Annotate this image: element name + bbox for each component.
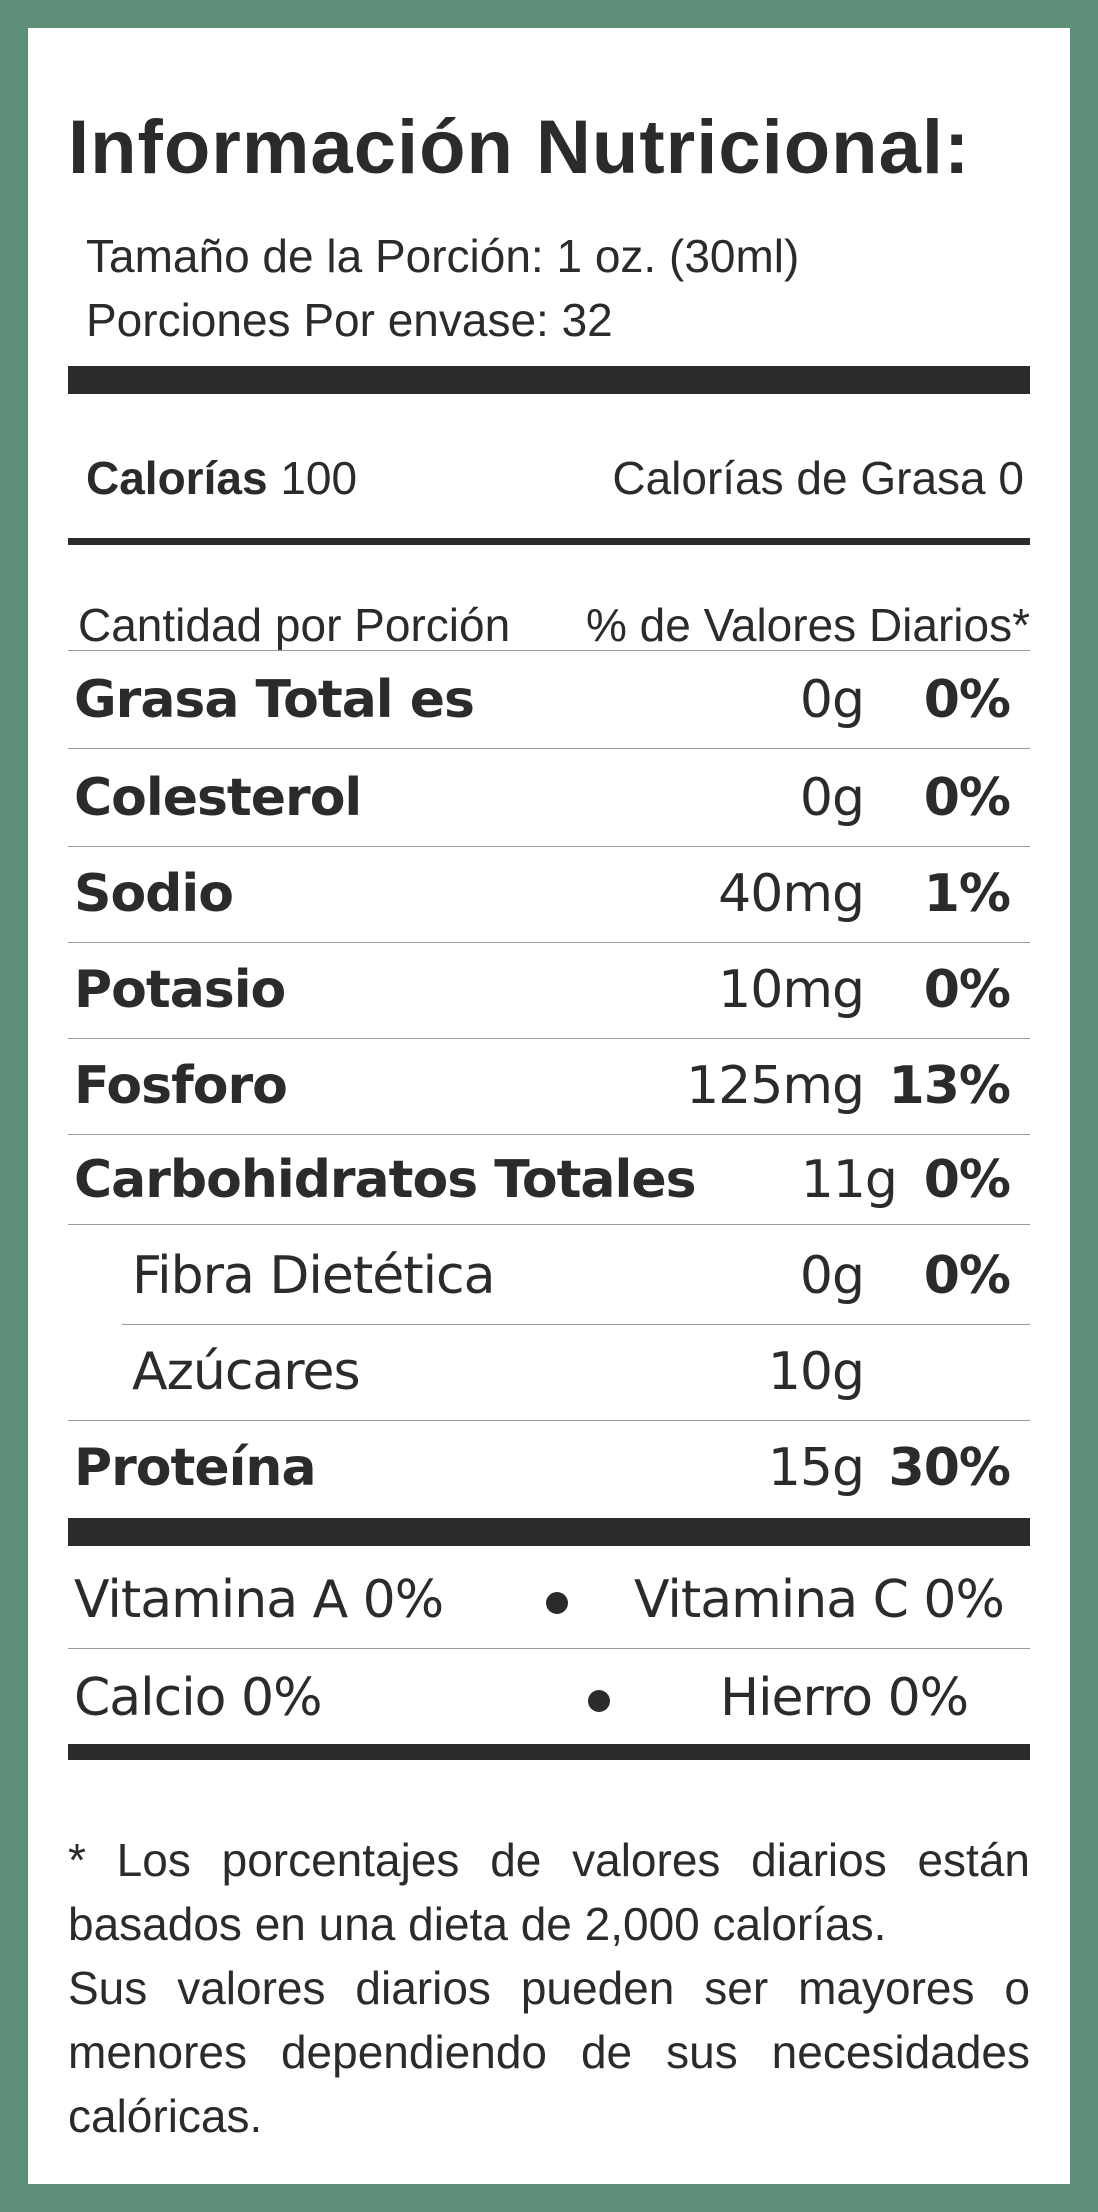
nutrient-name: Sodio <box>74 864 234 924</box>
nutrient-row-total-fat: Grasa Total es 0g 0% <box>68 652 1030 748</box>
nutrient-name: Fibra Dietética <box>132 1246 496 1306</box>
calories-row: Calorías 100 Calorías de Grasa 0 <box>68 448 1030 508</box>
vitamin-row-2: Calcio 0% Hierro 0% <box>68 1652 1030 1748</box>
calcium: Calcio 0% <box>74 1668 322 1728</box>
divider <box>68 748 1030 749</box>
calories-value: 100 <box>280 452 358 504</box>
vitamin-c: Vitamina C 0% <box>634 1570 1005 1630</box>
nutrition-label: Información Nutricional: Tamaño de la Po… <box>28 28 1070 2184</box>
nutrient-row-fiber: Fibra Dietética 0g 0% <box>68 1228 1030 1324</box>
serving-size: Tamaño de la Porción: 1 oz. (30ml) <box>86 230 800 282</box>
divider <box>68 846 1030 847</box>
divider <box>68 942 1030 943</box>
bullet-separator <box>546 1592 568 1614</box>
nutrient-name: Fosforo <box>74 1056 288 1116</box>
serving-info: Tamaño de la Porción: 1 oz. (30ml) Porci… <box>86 224 799 352</box>
divider <box>68 650 1030 651</box>
nutrient-amount: 10mg <box>718 960 865 1020</box>
nutrient-amount: 125mg <box>686 1056 865 1116</box>
thick-divider-middle <box>68 1518 1030 1546</box>
footnote: * Los porcentajes de valores diarios est… <box>68 1828 1030 2148</box>
nutrient-row-sugars: Azúcares 10g <box>68 1324 1030 1420</box>
nutrient-name: Proteína <box>74 1438 317 1498</box>
nutrient-amount: 15g <box>767 1438 865 1498</box>
column-header: Cantidad por Porción % de Valores Diario… <box>78 598 1030 652</box>
nutrient-row-protein: Proteína 15g 30% <box>68 1420 1030 1516</box>
nutrient-row-total-carbs: Carbohidratos Totales 11g 0% <box>68 1132 1030 1228</box>
iron: Hierro 0% <box>720 1668 969 1728</box>
nutrient-daily-value: 0% <box>923 1150 1011 1210</box>
bullet-separator <box>588 1690 610 1712</box>
calories-label: Calorías <box>86 452 268 504</box>
nutrient-row-phosphorus: Fosforo 125mg 13% <box>68 1038 1030 1134</box>
divider <box>68 1224 1030 1225</box>
nutrient-daily-value: 1% <box>923 864 1011 924</box>
nutrient-name: Colesterol <box>74 768 362 828</box>
nutrient-name: Azúcares <box>132 1342 361 1402</box>
nutrient-daily-value: 0% <box>923 768 1011 828</box>
daily-value-header: % de Valores Diarios* <box>585 599 1030 651</box>
nutrient-daily-value: 0% <box>923 960 1011 1020</box>
nutrient-amount: 0g <box>799 768 865 828</box>
fat-calories: Calorías de Grasa 0 <box>612 452 1024 504</box>
nutrient-daily-value: 13% <box>888 1056 1011 1116</box>
nutrient-daily-value: 30% <box>888 1438 1011 1498</box>
nutrient-amount: 40mg <box>718 864 865 924</box>
divider <box>68 1134 1030 1135</box>
label-title: Información Nutricional: <box>68 105 971 190</box>
nutrient-amount: 10g <box>767 1342 865 1402</box>
nutrient-name: Potasio <box>74 960 286 1020</box>
divider <box>68 1038 1030 1039</box>
nutrient-name: Grasa Total es <box>74 670 475 730</box>
vitamin-row-1: Vitamina A 0% Vitamina C 0% <box>68 1554 1030 1650</box>
divider <box>68 1648 1030 1649</box>
servings-per-container: Porciones Por envase: 32 <box>86 294 613 346</box>
nutrient-row-cholesterol: Colesterol 0g 0% <box>68 750 1030 846</box>
medium-divider <box>68 538 1030 545</box>
vitamin-a: Vitamina A 0% <box>74 1570 444 1630</box>
divider <box>122 1324 1030 1325</box>
divider <box>68 1420 1030 1421</box>
nutrient-amount: 11g <box>800 1150 898 1210</box>
nutrient-name: Carbohidratos Totales <box>74 1150 697 1210</box>
amount-per-serving-header: Cantidad por Porción <box>78 599 511 651</box>
thick-divider-bottom <box>68 1744 1030 1760</box>
nutrient-amount: 0g <box>799 670 865 730</box>
footnote-individual-needs: Sus valores diarios pueden ser mayores o… <box>68 1962 1030 2142</box>
nutrient-amount: 0g <box>799 1246 865 1306</box>
nutrient-row-potassium: Potasio 10mg 0% <box>68 942 1030 1038</box>
thick-divider-top <box>68 366 1030 394</box>
nutrient-daily-value: 0% <box>923 1246 1011 1306</box>
nutrient-daily-value: 0% <box>923 670 1011 730</box>
footnote-daily-values: * Los porcentajes de valores diarios est… <box>68 1834 1030 1950</box>
nutrient-row-sodium: Sodio 40mg 1% <box>68 846 1030 942</box>
